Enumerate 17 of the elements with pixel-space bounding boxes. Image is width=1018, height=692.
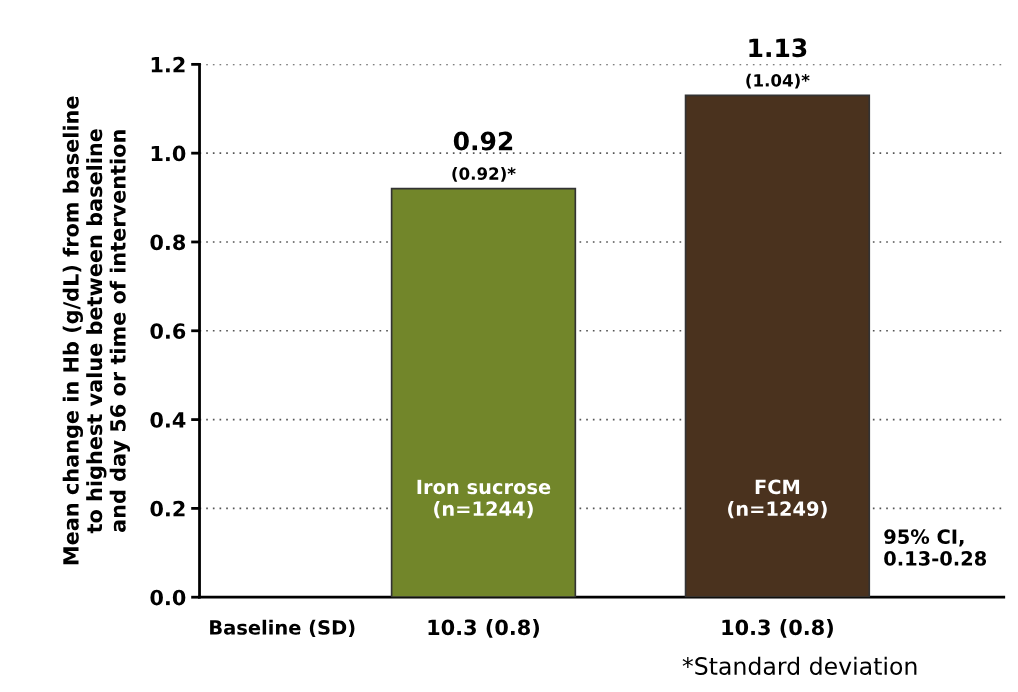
x-tick-label: Iron sucrose (n=1244) (417, 479, 551, 519)
y-tick-label: 0.8 (150, 234, 186, 251)
y-tick-label: 0.2 (150, 500, 185, 517)
annotation: 95% CI, 0.13-0.28 (884, 529, 987, 566)
data-label: 1.13 (1.04)* (746, 38, 810, 89)
y-tick-label: 0.6 (150, 323, 186, 339)
y-tick-label: 1.0 (151, 145, 186, 162)
y-tick-label: 1.2 (151, 56, 185, 73)
y-tick-label: 0.0 (150, 589, 186, 606)
text: Baseline (SD) (210, 619, 355, 638)
x-tick-label: FCM (n=1249) (728, 479, 827, 519)
data-label: 0.92 (0.92)* (452, 131, 516, 182)
text: *Standard deviation (682, 656, 917, 675)
text: 10.3 (0.8) (428, 619, 539, 638)
y-axis-title: Mean change in Hb (g/dL) from baseline to highest value between baseline and day 56 or time of intervention (62, 96, 130, 565)
text: 10.3 (0.8) (722, 619, 833, 638)
y-tick-label: 0.4 (150, 412, 186, 428)
